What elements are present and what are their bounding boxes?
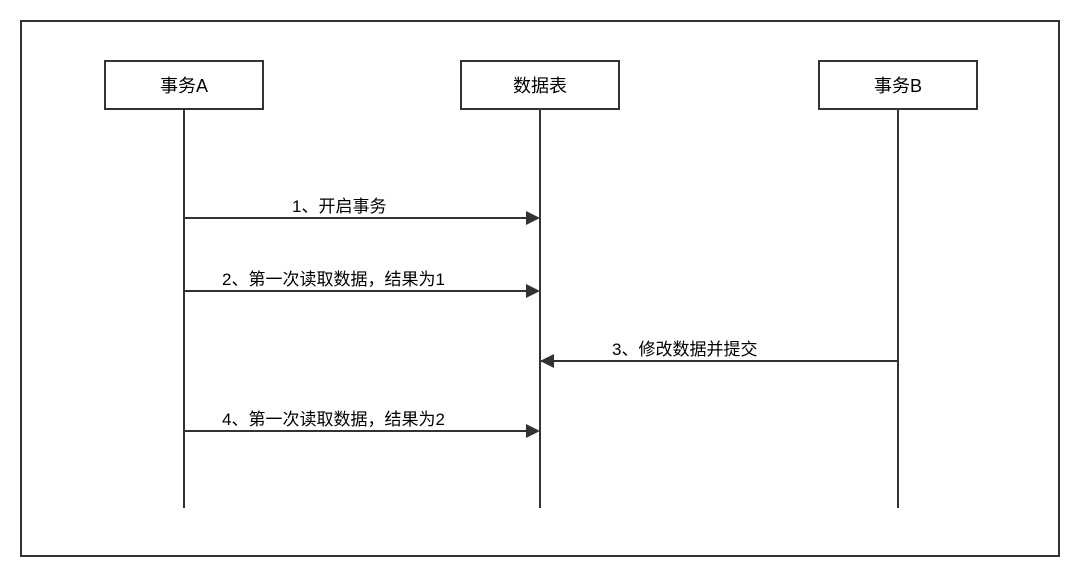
participant-label: 事务A — [160, 72, 208, 98]
participant-box-transaction-a: 事务A — [104, 60, 264, 110]
message-label-1: 1、开启事务 — [292, 192, 386, 217]
message-label-2: 2、第一次读取数据，结果为1 — [222, 265, 445, 290]
message-line-2 — [184, 290, 526, 292]
participant-box-transaction-b: 事务B — [818, 60, 978, 110]
arrow-right-icon — [526, 211, 540, 225]
message-line-3 — [540, 360, 898, 362]
message-line-4 — [184, 430, 526, 432]
lifeline-data-table — [539, 110, 541, 508]
arrow-right-icon — [526, 284, 540, 298]
message-label-3: 3、修改数据并提交 — [612, 335, 757, 360]
sequence-diagram: 事务A 数据表 事务B 1、开启事务 2、第一次读取数据，结果为1 3、修改数据… — [20, 20, 1060, 557]
participant-label: 事务B — [874, 72, 922, 98]
participant-label: 数据表 — [513, 72, 567, 98]
participant-box-data-table: 数据表 — [460, 60, 620, 110]
lifeline-transaction-a — [183, 110, 185, 508]
arrow-right-icon — [526, 424, 540, 438]
arrow-left-icon — [540, 354, 554, 368]
message-line-1 — [184, 217, 526, 219]
message-label-4: 4、第一次读取数据，结果为2 — [222, 405, 445, 430]
lifeline-transaction-b — [897, 110, 899, 508]
